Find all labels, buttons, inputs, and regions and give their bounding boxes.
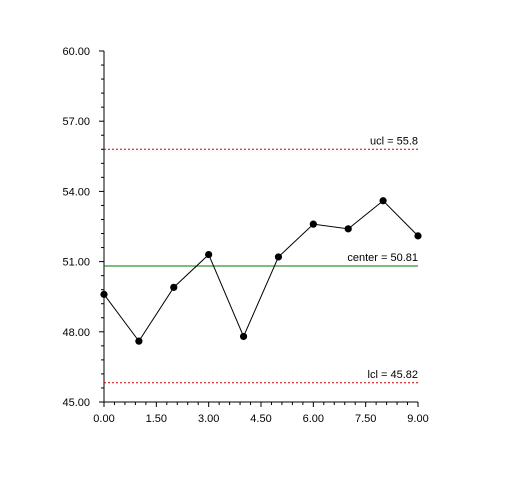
y-tick-label: 60.00 [62, 46, 90, 58]
data-point [379, 197, 387, 205]
x-tick-label: 4.50 [250, 413, 271, 425]
y-tick-label: 48.00 [62, 327, 90, 339]
control-limit-label: center = 50.81 [347, 252, 418, 264]
data-point [414, 232, 422, 240]
x-tick-label: 1.50 [146, 413, 167, 425]
y-tick-label: 54.00 [62, 186, 90, 198]
x-tick-label: 9.00 [407, 413, 428, 425]
y-axis: 45.00 48.00 51.00 54.00 57.00 60.00 [62, 46, 105, 409]
data-point [135, 337, 143, 345]
data-point [239, 332, 248, 341]
x-tick-label: 7.50 [355, 413, 376, 425]
data-point [100, 290, 108, 298]
control-limit-label: lcl = 45.82 [368, 369, 418, 381]
y-tick-label: 45.00 [62, 397, 90, 409]
data-point [344, 225, 352, 233]
y-tick-label: 51.00 [62, 257, 90, 269]
x-tick-label: 6.00 [303, 413, 324, 425]
x-tick-label: 0.00 [93, 413, 114, 425]
data-point [309, 220, 317, 228]
x-axis: 0.00 1.50 3.00 4.50 6.00 7.50 9.00 [93, 401, 429, 425]
data-point [170, 283, 178, 291]
data-series [100, 197, 422, 345]
control-limits: ucl = 55.8 center = 50.81 lcl = 45.82 [104, 135, 418, 384]
control-limit-label: ucl = 55.8 [370, 135, 418, 147]
x-tick-label: 3.00 [198, 413, 219, 425]
data-point [274, 253, 283, 261]
data-point [205, 250, 213, 259]
y-tick-label: 57.00 [62, 116, 90, 128]
series-line [103, 200, 419, 343]
